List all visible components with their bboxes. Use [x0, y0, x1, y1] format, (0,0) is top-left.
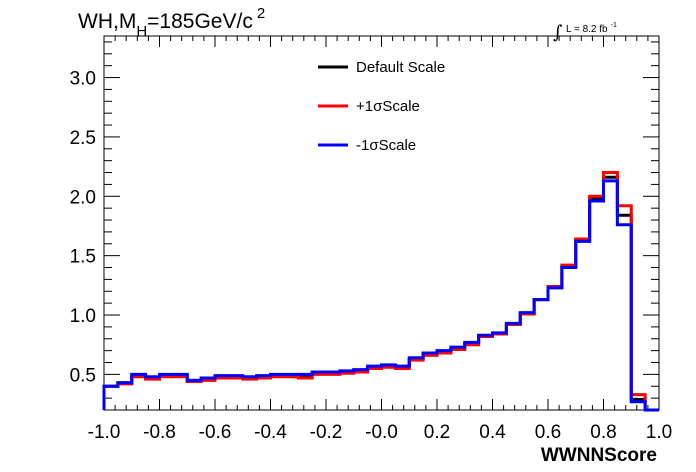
y-tick-label: 1.0	[70, 306, 96, 327]
x-tick-label: -1.0	[88, 422, 121, 443]
legend-label-2: -1σScale	[356, 137, 416, 154]
title-middle: =185GeV/c	[147, 10, 253, 33]
chart-title: WH,MH=185GeV/c 2	[78, 5, 265, 40]
x-tick-label: 0.2	[424, 422, 450, 443]
x-tick-label: 0.8	[590, 422, 616, 443]
y-tick-label: 3.0	[70, 69, 96, 90]
integral-symbol: ∫	[553, 22, 563, 43]
y-tick-label: 1.5	[70, 247, 96, 268]
title-subscript: H	[136, 23, 147, 40]
x-tick-label: -0.0	[365, 422, 398, 443]
luminosity-text: L = 8.2 fb -1	[566, 22, 617, 35]
x-tick-label: -0.2	[310, 422, 343, 443]
y-tick-label: 2.0	[70, 187, 96, 208]
x-tick-label: 0.6	[535, 422, 561, 443]
title-prefix: WH,M	[78, 10, 136, 33]
y-tick-label: 0.5	[70, 365, 96, 386]
x-tick-label: -0.4	[254, 422, 287, 443]
series-line-2	[102, 179, 659, 412]
luminosity-label: ∫ L = 8.2 fb -1	[553, 22, 617, 43]
luminosity-superscript: -1	[611, 22, 617, 29]
luminosity-value: L = 8.2 fb	[566, 24, 608, 35]
legend-label-1: +1σScale	[356, 98, 420, 115]
x-axis-label: WWNNScore	[541, 445, 657, 466]
x-tick-label: 0.4	[479, 422, 506, 443]
legend-label-0: Default Scale	[356, 59, 445, 76]
y-tick-label: 2.5	[70, 128, 96, 149]
x-tick-label: -0.8	[143, 422, 176, 443]
x-tick-label: 1.0	[646, 422, 672, 443]
title-superscript: 2	[257, 5, 265, 22]
plot-frame	[103, 35, 660, 411]
x-tick-label: -0.6	[199, 422, 232, 443]
